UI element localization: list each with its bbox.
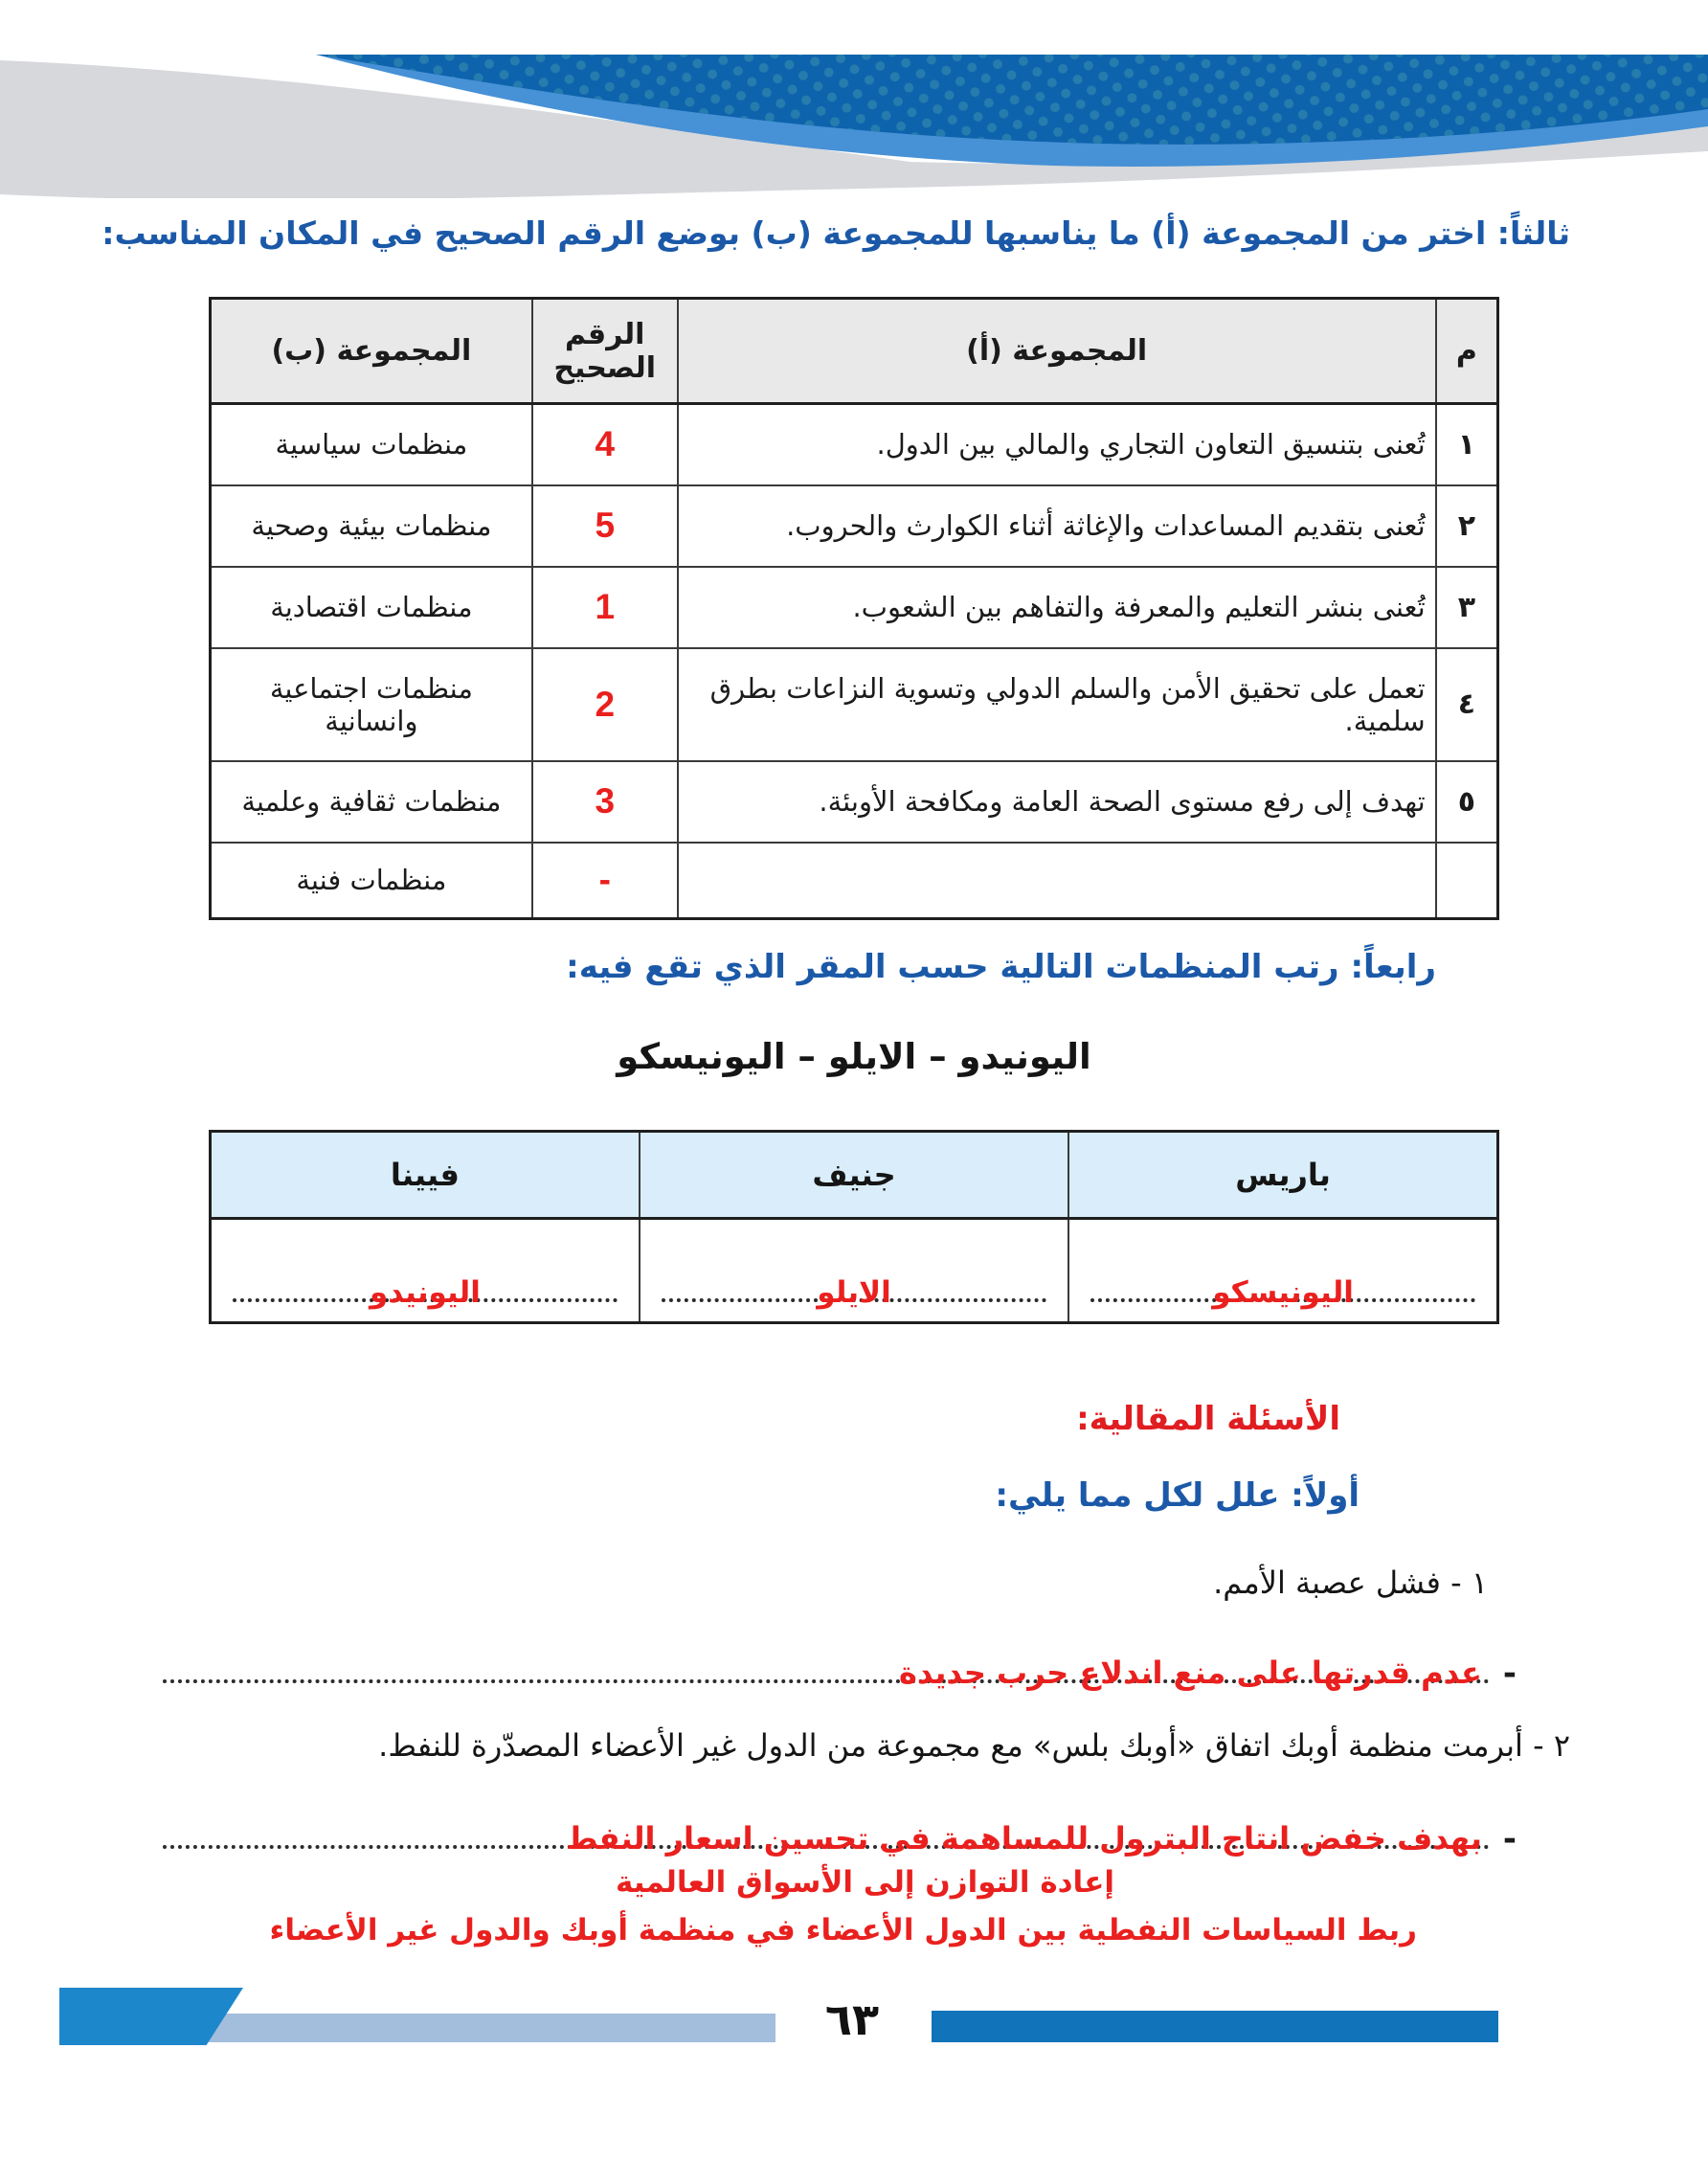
header-number-column: م [1434, 297, 1499, 405]
question-2-text: ٢ - أبرمت منظمة أوبك اتفاق «أوبك بلس» مع… [378, 1727, 1570, 1764]
hq-answer-cell: اليونيسكو [1068, 1217, 1499, 1324]
question-2-answer: بهدف خفض انتاج البترول للمساهمة في تحسين… [566, 1820, 1482, 1857]
footer-dark-bar [932, 2011, 1498, 2042]
correct-number-answer: 4 [530, 402, 679, 486]
row-number: ٣ [1434, 565, 1499, 649]
hq-header-row: باريس جنيف فيينا [209, 1130, 1499, 1220]
dotted-answer-line: اليونيدو [233, 1266, 618, 1310]
header-group-a: المجموعة (أ) [676, 297, 1437, 405]
group-b-option: منظمات فنية [209, 841, 533, 920]
essay-questions-title: الأسئلة المقالية: [1076, 1400, 1340, 1438]
row-number: ٥ [1434, 759, 1499, 844]
essay-first-subtitle: أولاً: علل لكل مما يلي: [995, 1476, 1360, 1515]
group-a-statement: تُعنى بنشر التعليم والمعرفة والتفاهم بين… [676, 565, 1437, 649]
hq-answer-unesco: اليونيسكو [1212, 1275, 1354, 1310]
row-number: ١ [1434, 402, 1499, 486]
group-a-statement [676, 841, 1437, 920]
section-three-title: ثالثاً: اختر من المجموعة (أ) ما يناسبها … [101, 214, 1570, 252]
question-1-answer: عدم قدرتها على منع اندلاع حرب جديدة [898, 1655, 1482, 1691]
table-row: ٣ تُعنى بنشر التعليم والمعرفة والتفاهم ب… [209, 565, 1499, 649]
section-four-title: رابعاً: رتب المنظمات التالية حسب المقر ا… [566, 948, 1436, 986]
row-number: ٢ [1434, 484, 1499, 568]
table-row: - منظمات فنية [209, 841, 1499, 920]
dotted-answer-line: اليونيسكو [1090, 1266, 1475, 1310]
header-wave-graphic [0, 55, 1708, 198]
row-number: ٤ [1434, 646, 1499, 762]
matching-table-header-row: م المجموعة (أ) الرقم الصحيح المجموعة (ب) [209, 297, 1499, 405]
group-b-option: منظمات ثقافية وعلمية [209, 759, 533, 844]
group-b-option: منظمات بيئية وصحية [209, 484, 533, 568]
question-1-answer-row: - عدم قدرتها على منع اندلاع حرب جديدة [163, 1639, 1517, 1693]
correct-number-answer: - [530, 841, 679, 920]
group-a-statement: تُعنى بتقديم المساعدات والإغاثة أثناء ال… [676, 484, 1437, 568]
correct-number-answer: 3 [530, 759, 679, 844]
table-row: ٥ تهدف إلى رفع مستوى الصحة العامة ومكافح… [209, 759, 1499, 844]
group-a-statement: تهدف إلى رفع مستوى الصحة العامة ومكافحة … [676, 759, 1437, 844]
group-b-option: منظمات اجتماعية وانسانية [209, 646, 533, 762]
question-1-text: ١ - فشل عصبة الأمم. [1213, 1564, 1488, 1601]
matching-table: م المجموعة (أ) الرقم الصحيح المجموعة (ب)… [209, 297, 1499, 920]
question-2-answer-line-2: إعادة التوازن إلى الأسواق العالمية [616, 1865, 1114, 1900]
table-row: ١ تُعنى بتنسيق التعاون التجاري والمالي ب… [209, 402, 1499, 486]
dotted-answer-line: بهدف خفض انتاج البترول للمساهمة في تحسين… [163, 1805, 1490, 1857]
footer-light-bar [142, 2014, 775, 2042]
dotted-answer-line: الايلو [661, 1266, 1047, 1310]
table-row: ٤ تعمل على تحقيق الأمن والسلم الدولي وتس… [209, 646, 1499, 762]
group-a-statement: تُعنى بتنسيق التعاون التجاري والمالي بين… [676, 402, 1437, 486]
hq-answer-unido: اليونيدو [370, 1275, 481, 1310]
dotted-answer-line: عدم قدرتها على منع اندلاع حرب جديدة [163, 1639, 1490, 1691]
header-correct-number: الرقم الصحيح [530, 297, 679, 405]
headquarters-table: باريس جنيف فيينا اليونيسكو الايلو [209, 1130, 1499, 1324]
correct-number-answer: 1 [530, 565, 679, 649]
hq-answer-row: اليونيسكو الايلو اليونيدو [209, 1217, 1499, 1324]
hq-answer-cell: الايلو [638, 1217, 1070, 1324]
organizations-list-line: اليونيدو – الايلو – اليونيسكو [617, 1036, 1091, 1077]
group-a-statement: تعمل على تحقيق الأمن والسلم الدولي وتسوي… [676, 646, 1437, 762]
correct-number-answer: 5 [530, 484, 679, 568]
header-group-b: المجموعة (ب) [209, 297, 533, 405]
hq-answer-ilo: الايلو [817, 1275, 891, 1310]
footer-blue-shape [59, 1988, 243, 2045]
hq-header-vienna: فيينا [209, 1130, 640, 1220]
question-2-answer-line-3: ربط السياسات النفطية بين الدول الأعضاء ف… [269, 1913, 1417, 1947]
hq-header-geneva: جنيف [638, 1130, 1070, 1220]
answer-dash: - [1502, 1654, 1517, 1693]
group-b-option: منظمات سياسية [209, 402, 533, 486]
row-number [1434, 841, 1499, 920]
correct-number-answer: 2 [530, 646, 679, 762]
page-number: ٦٣ [824, 1993, 880, 2045]
answer-dash: - [1502, 1819, 1517, 1858]
group-b-option: منظمات اقتصادية [209, 565, 533, 649]
hq-answer-cell: اليونيدو [209, 1217, 640, 1324]
hq-header-paris: باريس [1068, 1130, 1499, 1220]
question-2-answer-row: - بهدف خفض انتاج البترول للمساهمة في تحس… [163, 1805, 1517, 1858]
table-row: ٢ تُعنى بتقديم المساعدات والإغاثة أثناء … [209, 484, 1499, 568]
